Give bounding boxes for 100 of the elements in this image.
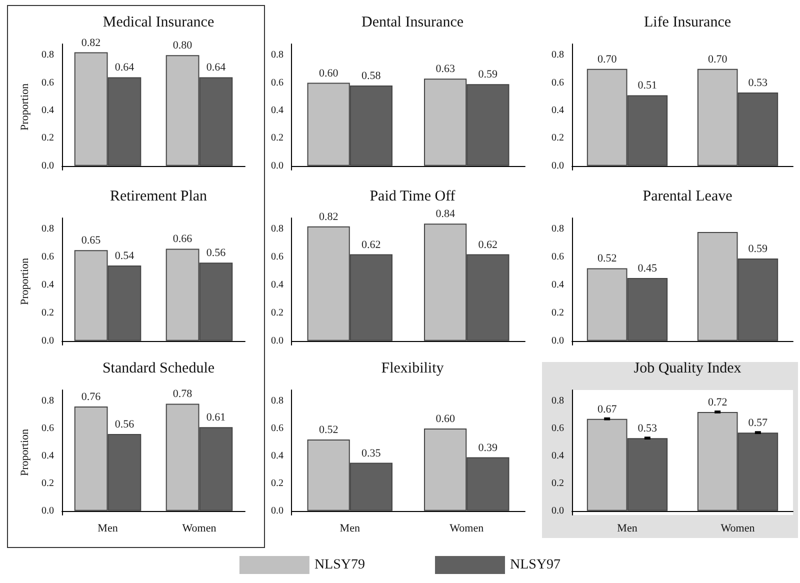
y-axis-title: Proportion (19, 257, 32, 306)
chart-title: Paid Time Off (370, 188, 456, 204)
y-tick-label: 0.0 (271, 505, 284, 516)
data-label: 0.39 (478, 442, 498, 454)
y-tick-label: 0.2 (552, 307, 564, 318)
data-label: 0.78 (172, 388, 193, 400)
x-tick-label: Women (182, 522, 217, 534)
data-label: 0.80 (172, 40, 193, 52)
chart-title: Life Insurance (644, 14, 732, 30)
y-axis-title: Proportion (19, 82, 32, 131)
y-tick-label: 0.2 (271, 132, 284, 144)
y-tick-label: 0.0 (552, 160, 564, 172)
y-tick-label: 0.4 (552, 104, 564, 116)
y-tick-label: 0.8 (42, 395, 54, 406)
y-tick-label: 0.4 (552, 279, 564, 290)
y-tick-label: 0.4 (271, 104, 284, 116)
y-tick-label: 0.2 (271, 307, 284, 318)
data-label: 0.60 (436, 412, 456, 425)
data-label: 0.45 (638, 262, 658, 275)
data-label: 0.60 (318, 67, 339, 80)
data-label: 0.70 (708, 53, 728, 66)
y-tick-label: 0.6 (271, 77, 284, 88)
y-axis-title: Proportion (19, 428, 32, 476)
data-label: 0.59 (748, 242, 768, 255)
chart-title: Dental Insurance (361, 14, 464, 30)
data-label: 0.64 (114, 62, 135, 74)
y-tick-label: 0.4 (42, 104, 54, 116)
y-tick-label: 0.8 (271, 395, 284, 406)
data-label: 0.58 (362, 70, 382, 82)
y-tick-label: 0.6 (42, 252, 54, 263)
data-label: 0.52 (318, 424, 338, 436)
data-label: 0.56 (114, 418, 135, 430)
y-tick-label: 0.0 (42, 335, 54, 346)
data-label: 0.53 (748, 76, 768, 89)
x-tick-label: Men (617, 522, 638, 534)
x-tick-label: Men (98, 522, 118, 534)
y-tick-label: 0.4 (42, 450, 54, 462)
data-label: 0.54 (114, 250, 135, 262)
x-tick-label: Women (450, 522, 484, 534)
y-tick-label: 0.0 (552, 505, 564, 516)
y-tick-label: 0.6 (42, 77, 54, 88)
y-tick-label: 0.2 (552, 132, 564, 144)
y-tick-label: 0.8 (552, 50, 564, 61)
data-label: 0.82 (81, 36, 101, 49)
data-label: 0.64 (206, 62, 226, 74)
chart-title: Retirement Plan (110, 188, 208, 204)
y-tick-label: 0.8 (271, 224, 284, 235)
x-tick-label: Women (720, 522, 756, 534)
y-tick-label: 0.6 (42, 422, 54, 434)
data-label: 0.51 (638, 80, 658, 92)
data-label: 0.53 (638, 422, 658, 435)
y-tick-label: 0.0 (271, 160, 284, 172)
data-label: 0.57 (748, 417, 768, 430)
y-tick-label: 0.2 (552, 478, 564, 489)
y-tick-label: 0.6 (552, 422, 564, 434)
y-tick-label: 0.4 (42, 279, 54, 290)
data-label: 0.65 (81, 234, 102, 247)
y-tick-label: 0.4 (271, 279, 284, 290)
y-tick-label: 0.6 (552, 77, 564, 88)
y-tick-label: 0.2 (271, 478, 284, 489)
y-tick-label: 0.4 (271, 450, 284, 462)
legend-label: NLSY79 (314, 558, 366, 572)
y-tick-label: 0.8 (552, 224, 564, 235)
data-label: 0.72 (708, 396, 728, 408)
y-tick-label: 0.8 (552, 395, 564, 406)
y-tick-label: 0.2 (42, 478, 54, 489)
chart-title: Parental Leave (642, 188, 733, 204)
y-tick-label: 0.6 (552, 252, 564, 263)
y-tick-label: 0.2 (42, 307, 54, 318)
data-label: 0.52 (597, 252, 617, 265)
chart-title: Standard Schedule (102, 360, 215, 376)
data-label: 0.35 (362, 447, 382, 460)
data-label: 0.66 (172, 233, 193, 246)
chart-title: Job Quality Index (634, 360, 742, 376)
y-tick-label: 0.6 (271, 422, 284, 434)
y-tick-label: 0.6 (271, 252, 284, 263)
data-label: 0.61 (206, 412, 226, 424)
data-label: 0.62 (362, 238, 381, 251)
data-label: 0.59 (478, 68, 498, 81)
y-tick-label: 0.8 (271, 50, 284, 61)
y-tick-label: 0.0 (42, 505, 54, 516)
data-label: 0.67 (597, 403, 618, 416)
data-label: 0.70 (597, 53, 618, 66)
legend-label: NLSY97 (510, 558, 561, 572)
y-tick-label: 0.0 (552, 335, 564, 346)
y-tick-label: 0.2 (42, 132, 54, 144)
y-tick-label: 0.4 (552, 450, 564, 462)
data-label: 0.84 (436, 208, 456, 220)
data-label: 0.76 (81, 390, 102, 403)
data-label: 0.62 (478, 238, 498, 251)
y-tick-label: 0.0 (271, 335, 284, 346)
y-tick-label: 0.0 (42, 160, 54, 172)
data-label: 0.82 (318, 210, 338, 223)
data-label: 0.56 (206, 247, 226, 260)
chart-title: Flexibility (381, 360, 444, 376)
chart-title: Medical Insurance (102, 14, 214, 30)
y-tick-label: 0.8 (42, 224, 54, 235)
y-tick-label: 0.8 (42, 50, 54, 61)
data-label: 0.63 (436, 63, 456, 76)
x-tick-label: Men (340, 522, 360, 534)
